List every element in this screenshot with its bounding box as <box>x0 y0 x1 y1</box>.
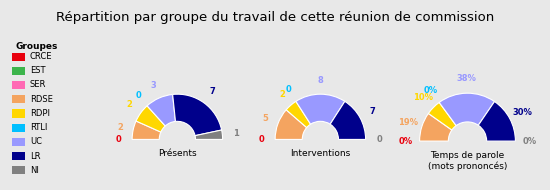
Text: 7: 7 <box>209 87 215 96</box>
Text: Présents: Présents <box>158 149 197 158</box>
Wedge shape <box>296 94 345 124</box>
FancyBboxPatch shape <box>12 152 25 160</box>
Wedge shape <box>173 94 222 136</box>
Text: 7: 7 <box>369 107 375 116</box>
Wedge shape <box>478 101 515 141</box>
Wedge shape <box>428 102 456 130</box>
Text: 0: 0 <box>116 135 122 144</box>
Text: 5: 5 <box>262 114 268 123</box>
Text: 0%: 0% <box>398 137 412 146</box>
Wedge shape <box>136 106 165 132</box>
Text: RDPI: RDPI <box>30 109 50 118</box>
Text: Temps de parole: Temps de parole <box>430 151 505 160</box>
Text: 1: 1 <box>233 129 239 138</box>
Wedge shape <box>132 121 161 139</box>
Text: 2: 2 <box>117 123 123 132</box>
FancyBboxPatch shape <box>12 109 25 118</box>
Text: 0: 0 <box>376 135 382 144</box>
Text: 0: 0 <box>285 86 292 94</box>
FancyBboxPatch shape <box>12 52 25 61</box>
Text: 2: 2 <box>127 100 133 109</box>
Text: RDSE: RDSE <box>30 95 53 104</box>
Text: Interventions: Interventions <box>290 149 350 158</box>
Text: 30%: 30% <box>513 108 532 116</box>
FancyBboxPatch shape <box>12 67 25 75</box>
Text: 3: 3 <box>151 81 156 90</box>
Text: 0%: 0% <box>522 137 537 146</box>
Text: 0: 0 <box>258 135 265 144</box>
Text: RTLI: RTLI <box>30 123 47 132</box>
FancyBboxPatch shape <box>12 138 25 146</box>
Text: 10%: 10% <box>413 93 433 102</box>
FancyBboxPatch shape <box>12 95 25 103</box>
Text: 0%: 0% <box>424 86 438 95</box>
Wedge shape <box>275 110 307 139</box>
Text: 38%: 38% <box>456 74 476 83</box>
Text: SER: SER <box>30 81 46 89</box>
Text: EST: EST <box>30 66 46 75</box>
Text: 0: 0 <box>135 91 141 100</box>
Text: UC: UC <box>30 137 42 146</box>
Wedge shape <box>195 130 223 139</box>
Text: Répartition par groupe du travail de cette réunion de commission: Répartition par groupe du travail de cet… <box>56 11 494 24</box>
Text: CRCE: CRCE <box>30 52 52 61</box>
Wedge shape <box>439 93 494 126</box>
Wedge shape <box>286 101 311 127</box>
Text: 2: 2 <box>279 90 285 100</box>
Text: (mots prononcés): (mots prononcés) <box>428 161 507 171</box>
Text: LR: LR <box>30 152 40 161</box>
Text: 19%: 19% <box>398 118 418 127</box>
Wedge shape <box>420 113 452 141</box>
FancyBboxPatch shape <box>12 166 25 174</box>
Text: NI: NI <box>30 166 39 175</box>
FancyBboxPatch shape <box>12 124 25 132</box>
Text: Groupes: Groupes <box>15 42 58 51</box>
Wedge shape <box>330 101 366 139</box>
Text: 8: 8 <box>317 76 323 85</box>
FancyBboxPatch shape <box>12 81 25 89</box>
Wedge shape <box>147 94 175 126</box>
